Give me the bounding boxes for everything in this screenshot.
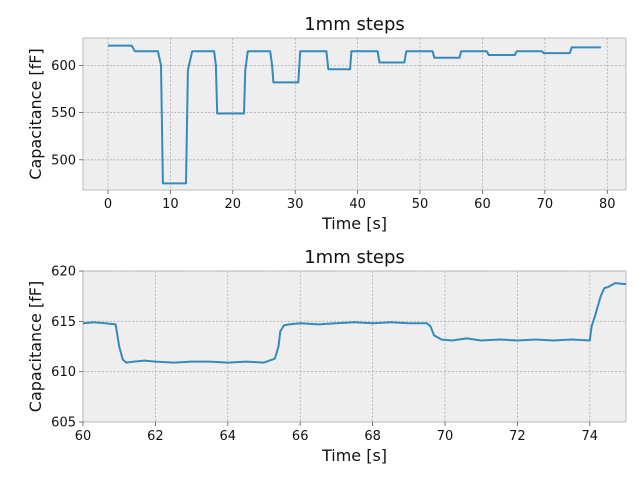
plot-top-xtick-label: 0 xyxy=(104,197,112,212)
plot-top-background xyxy=(82,37,627,191)
plot-top-xtick-label: 30 xyxy=(287,197,304,212)
plot-bottom-xlabel: Time [s] xyxy=(321,446,387,465)
plot-bottom-xtick-label: 64 xyxy=(220,429,237,444)
plot-top-series-line xyxy=(108,44,601,185)
plot-bottom-xtick-label: 72 xyxy=(509,429,526,444)
plot-bottom: 60 62 64 66 68 70 72 74 605 610 615 620 1mm steps T… xyxy=(26,247,627,465)
plot-top-ytick-label: 500 xyxy=(51,153,76,168)
plot-top: 0 10 20 30 40 50 60 70 80 500 550 600 1mm steps Tim… xyxy=(26,14,627,233)
plot-bottom-title: 1mm steps xyxy=(304,247,405,268)
plot-top-xtick-label: 70 xyxy=(537,197,554,212)
plot-top-xtick-label: 60 xyxy=(474,197,491,212)
plot-top-xtick-label: 10 xyxy=(162,197,179,212)
plot-top-grid xyxy=(83,38,626,190)
plot-bottom-ytick-label: 610 xyxy=(51,365,76,380)
plot-top-xtick-label: 20 xyxy=(225,197,242,212)
plot-bottom-ylabel: Capacitance [fF] xyxy=(26,281,45,412)
plot-bottom-xtick-label: 70 xyxy=(437,429,454,444)
plot-top-xtick-label: 50 xyxy=(412,197,429,212)
plot-bottom-xtick-label: 68 xyxy=(364,429,381,444)
plot-top-title: 1mm steps xyxy=(304,14,405,35)
plot-bottom-xtick-label: 74 xyxy=(582,429,599,444)
plot-bottom-ticks: 60 62 64 66 68 70 72 74 605 610 615 620 xyxy=(51,265,598,445)
plot-top-xtick-label: 80 xyxy=(599,197,616,212)
plot-bottom-xtick-label: 62 xyxy=(147,429,164,444)
plot-top-xtick-label: 40 xyxy=(349,197,366,212)
plot-bottom-series-line xyxy=(82,282,627,364)
plot-bottom-ytick-label: 615 xyxy=(51,315,76,330)
plot-bottom-background xyxy=(82,270,627,423)
plot-top-xlabel: Time [s] xyxy=(321,214,387,233)
plot-top-ticks: 0 10 20 30 40 50 60 70 80 500 550 600 xyxy=(51,59,615,212)
plot-bottom-ytick-label: 620 xyxy=(51,265,76,280)
plot-top-ytick-label: 600 xyxy=(51,59,76,74)
plot-bottom-ytick-label: 605 xyxy=(51,416,76,431)
plot-bottom-xtick-label: 60 xyxy=(75,429,92,444)
plot-top-ytick-label: 550 xyxy=(51,106,76,121)
plot-top-ylabel: Capacitance [fF] xyxy=(26,48,45,179)
plot-bottom-xtick-label: 66 xyxy=(292,429,309,444)
